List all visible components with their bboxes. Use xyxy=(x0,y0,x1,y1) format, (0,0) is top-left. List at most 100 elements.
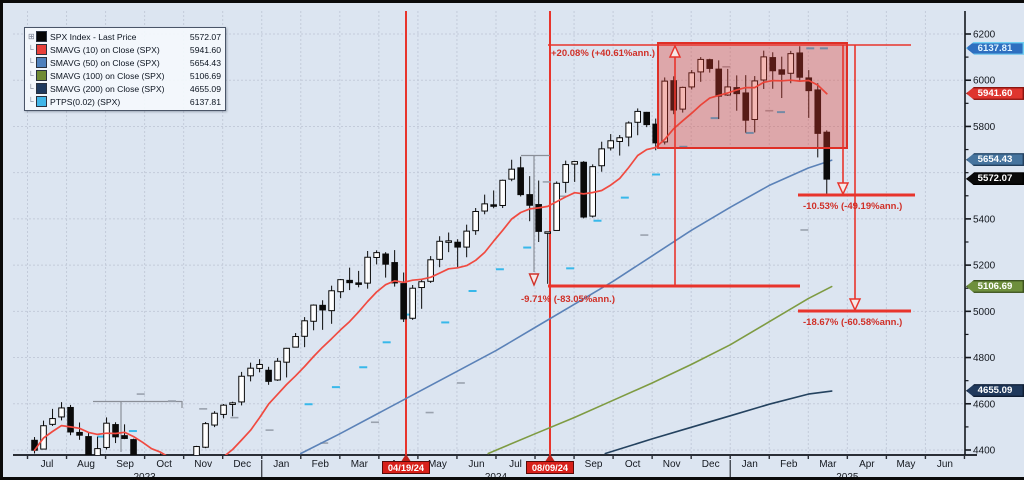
legend-swatch-icon xyxy=(36,44,47,55)
candle-down xyxy=(130,439,137,455)
svg-text:4400: 4400 xyxy=(973,445,996,456)
candle-down xyxy=(490,204,497,207)
measure-arrow-down-icon xyxy=(848,298,862,312)
candle-down xyxy=(400,283,407,320)
candle-up xyxy=(544,231,551,234)
candle-down xyxy=(391,262,398,284)
svg-text:Feb: Feb xyxy=(780,459,798,470)
legend-item[interactable]: └ SMAVG (10) on Close (SPX) 5941.60 xyxy=(28,43,221,56)
candle-up xyxy=(679,86,687,110)
candle-up xyxy=(760,56,768,81)
candle-up xyxy=(598,148,605,167)
svg-text:Sep: Sep xyxy=(116,459,134,470)
candle-down xyxy=(67,406,74,433)
candlesticks xyxy=(31,46,831,477)
measure-arrow-down-icon xyxy=(528,273,540,287)
legend-item-value: 6137.81 xyxy=(189,96,221,107)
candle-up xyxy=(202,423,209,448)
svg-text:Jun: Jun xyxy=(468,459,484,470)
candle-down xyxy=(382,253,389,265)
candle-down xyxy=(706,59,714,69)
legend-tree-branch-icon: └ xyxy=(28,70,34,80)
candle-down xyxy=(454,241,461,248)
candle-down xyxy=(769,57,777,72)
candle-down xyxy=(346,279,353,284)
svg-text:5400: 5400 xyxy=(973,214,996,225)
candle-down xyxy=(112,424,119,438)
candle-up xyxy=(256,363,263,369)
legend-swatch-icon xyxy=(36,83,47,94)
candle-up xyxy=(328,290,335,312)
svg-text:Oct: Oct xyxy=(625,459,641,470)
legend-item[interactable]: ⊞ SPX Index - Last Price 5572.07 xyxy=(28,30,221,43)
event-date-label: 08/09/24 xyxy=(526,461,574,474)
candle-up xyxy=(616,137,623,142)
svg-text:Jul: Jul xyxy=(41,459,54,470)
candle-up xyxy=(607,140,614,149)
candle-up xyxy=(436,240,443,260)
legend-swatch-icon xyxy=(36,31,47,42)
legend-item-label: SMAVG (100) on Close (SPX) xyxy=(50,70,165,81)
legend-item-value: 5106.69 xyxy=(189,70,221,81)
candle-down xyxy=(580,161,587,218)
sma10-line xyxy=(33,79,828,455)
candle-up xyxy=(49,418,56,425)
candle-up xyxy=(787,53,795,74)
svg-text:4600: 4600 xyxy=(973,399,996,410)
price-chart-canvas[interactable]: 6200 6000 5800 5400 5200 5000 4800 4600 4400 Jul A… xyxy=(3,3,1024,477)
svg-text:Jan: Jan xyxy=(742,459,758,470)
legend-item-label: PTPS(0.02) (SPX) xyxy=(50,96,121,107)
svg-text:-10.53% (-49.19%ann.): -10.53% (-49.19%ann.) xyxy=(803,201,902,212)
candle-up xyxy=(58,407,65,418)
candle-up xyxy=(274,360,281,381)
candle-up xyxy=(427,259,434,282)
svg-text:Feb: Feb xyxy=(312,459,330,470)
candle-up xyxy=(94,448,101,455)
legend-item[interactable]: └ SMAVG (100) on Close (SPX) 5106.69 xyxy=(28,69,221,82)
sma-overlay-lines xyxy=(299,159,833,455)
candle-up xyxy=(337,279,344,293)
gray-measure-lines xyxy=(93,154,550,452)
svg-text:May: May xyxy=(896,459,915,470)
candle-up xyxy=(229,402,236,405)
legend-swatch-icon xyxy=(36,57,47,68)
svg-text:Sep: Sep xyxy=(585,459,603,470)
legend-item[interactable]: └ PTPS(0.02) (SPX) 6137.81 xyxy=(28,95,221,108)
candle-up xyxy=(185,460,191,477)
legend-item[interactable]: └ SMAVG (50) on Close (SPX) 5654.43 xyxy=(28,56,221,69)
svg-text:May: May xyxy=(428,459,447,470)
svg-text:6000: 6000 xyxy=(973,76,996,87)
candle-up xyxy=(220,404,227,415)
candle-down xyxy=(742,92,750,121)
legend-item-value: 5654.43 xyxy=(189,57,221,68)
legend-tree-branch-icon: └ xyxy=(28,57,34,67)
legend-expander-icon[interactable]: ⊞ xyxy=(28,31,35,41)
svg-text:-9.71% (-83.05%ann.): -9.71% (-83.05%ann.) xyxy=(521,294,615,305)
legend-item-label: SPX Index - Last Price xyxy=(50,31,137,42)
legend-item[interactable]: └ SMAVG (200) on Close (SPX) 4655.09 xyxy=(28,82,221,95)
candle-down xyxy=(76,431,83,436)
candle-up xyxy=(625,122,633,138)
svg-text:4800: 4800 xyxy=(973,353,996,364)
candle-up xyxy=(508,168,515,180)
svg-text:+20.08% (+40.61%ann.): +20.08% (+40.61%ann.) xyxy=(551,48,655,59)
candle-up xyxy=(193,446,200,455)
legend-item-value: 5941.60 xyxy=(189,44,221,55)
price-tag: 6137.81 xyxy=(966,41,1024,55)
measure-arrow-down-icon xyxy=(836,182,850,196)
svg-text:2025: 2025 xyxy=(836,472,859,477)
candle-up xyxy=(472,210,479,232)
candle-down xyxy=(526,194,533,206)
candle-up xyxy=(751,80,759,121)
price-tag: 5941.60 xyxy=(966,86,1024,100)
svg-text:Nov: Nov xyxy=(194,459,212,470)
candle-down xyxy=(319,304,326,311)
legend-item-label: SMAVG (200) on Close (SPX) xyxy=(50,83,165,94)
price-tag: 5654.43 xyxy=(966,153,1024,167)
svg-text:Jul: Jul xyxy=(509,459,522,470)
candle-up xyxy=(445,240,452,243)
legend-swatch-icon xyxy=(36,70,47,81)
svg-text:Apr: Apr xyxy=(859,459,875,470)
svg-text:Aug: Aug xyxy=(77,459,95,470)
svg-text:6200: 6200 xyxy=(973,30,996,41)
